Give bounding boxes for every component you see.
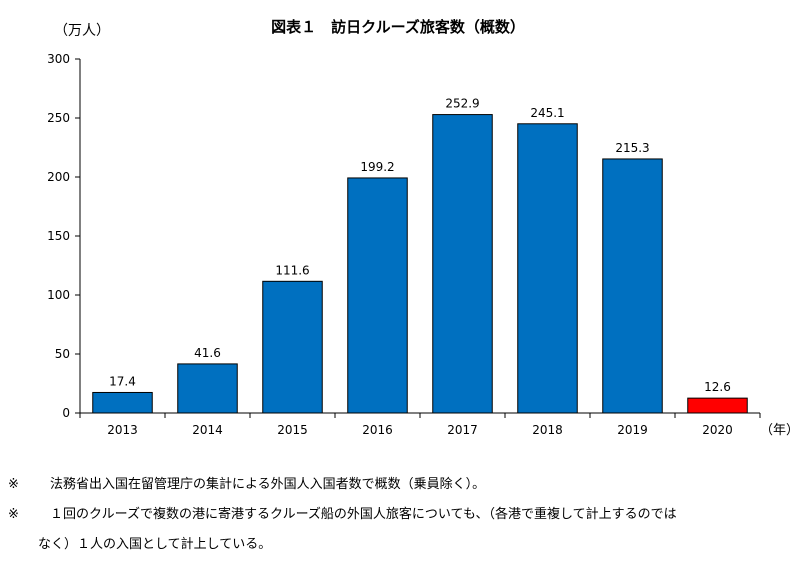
x-tick-label: 2019 xyxy=(617,423,648,437)
y-tick-label: 0 xyxy=(62,406,70,420)
footnotes: ※ 法務省出入国在留管理庁の集計による外国人入国者数で概数（乗員除く）。 ※ １… xyxy=(8,470,793,560)
bar-2018 xyxy=(517,123,578,414)
footnote-2-continuation: なく）１人の入国として計上している。 xyxy=(8,530,793,560)
bar-2016 xyxy=(347,177,408,414)
bar-2014 xyxy=(177,363,238,414)
bar-2020 xyxy=(687,397,748,414)
x-tick-label: 2017 xyxy=(447,423,478,437)
y-axis: 0 50 100 150 200 250 300 xyxy=(47,52,80,420)
data-labels: 17.4 41.6 111.6 199.2 252.9 245.1 215.3 12.6 xyxy=(109,97,731,395)
x-axis: 2013 2014 2015 2016 2017 2018 2019 2020 xyxy=(79,413,761,437)
data-label-2016: 199.2 xyxy=(360,160,394,174)
footnote-2-text-line2: なく）１人の入国として計上している。 xyxy=(38,537,272,552)
x-tick-label: 2016 xyxy=(362,423,393,437)
data-label-2014: 41.6 xyxy=(194,346,221,360)
bar-2015 xyxy=(262,280,323,414)
note-mark: ※ xyxy=(8,477,19,492)
bar-2013 xyxy=(92,391,153,414)
y-tick-label: 150 xyxy=(47,229,70,243)
data-label-2013: 17.4 xyxy=(109,374,136,388)
data-label-2020: 12.6 xyxy=(704,380,731,394)
x-tick-label: 2018 xyxy=(532,423,563,437)
bar-2019 xyxy=(602,158,663,414)
y-tick-label: 200 xyxy=(47,170,70,184)
note-mark: ※ xyxy=(8,507,19,522)
footnote-1: ※ 法務省出入国在留管理庁の集計による外国人入国者数で概数（乗員除く）。 xyxy=(8,470,793,500)
x-tick-label: 2020 xyxy=(702,423,733,437)
bar-chart: 図表１ 訪日クルーズ旅客数（概数） （万人） （年） 0 50 100 150 200 2… xyxy=(47,18,799,438)
y-tick-label: 50 xyxy=(55,347,70,361)
x-tick-label: 2015 xyxy=(277,423,308,437)
footnote-1-text: 法務省出入国在留管理庁の集計による外国人入国者数で概数（乗員除く）。 xyxy=(50,477,486,492)
footnote-2-text-line1: １回のクルーズで複数の港に寄港するクルーズ船の外国人旅客についても、（各港で重複… xyxy=(50,507,677,522)
data-label-2018: 245.1 xyxy=(530,106,564,120)
x-axis-unit-label: （年） xyxy=(760,423,799,438)
x-tick-label: 2014 xyxy=(192,423,223,437)
data-label-2019: 215.3 xyxy=(615,141,649,155)
y-tick-label: 300 xyxy=(47,52,70,66)
data-label-2017: 252.9 xyxy=(445,97,479,111)
y-axis-unit-label: （万人） xyxy=(54,23,110,39)
footnote-2: ※ １回のクルーズで複数の港に寄港するクルーズ船の外国人旅客についても、（各港で… xyxy=(8,500,793,530)
chart-title: 図表１ 訪日クルーズ旅客数（概数） xyxy=(271,18,525,36)
bar-2017 xyxy=(432,114,493,414)
x-tick-label: 2013 xyxy=(107,423,138,437)
y-tick-label: 100 xyxy=(47,288,70,302)
y-tick-label: 250 xyxy=(47,111,70,125)
bar-series xyxy=(92,114,748,414)
data-label-2015: 111.6 xyxy=(275,263,309,277)
